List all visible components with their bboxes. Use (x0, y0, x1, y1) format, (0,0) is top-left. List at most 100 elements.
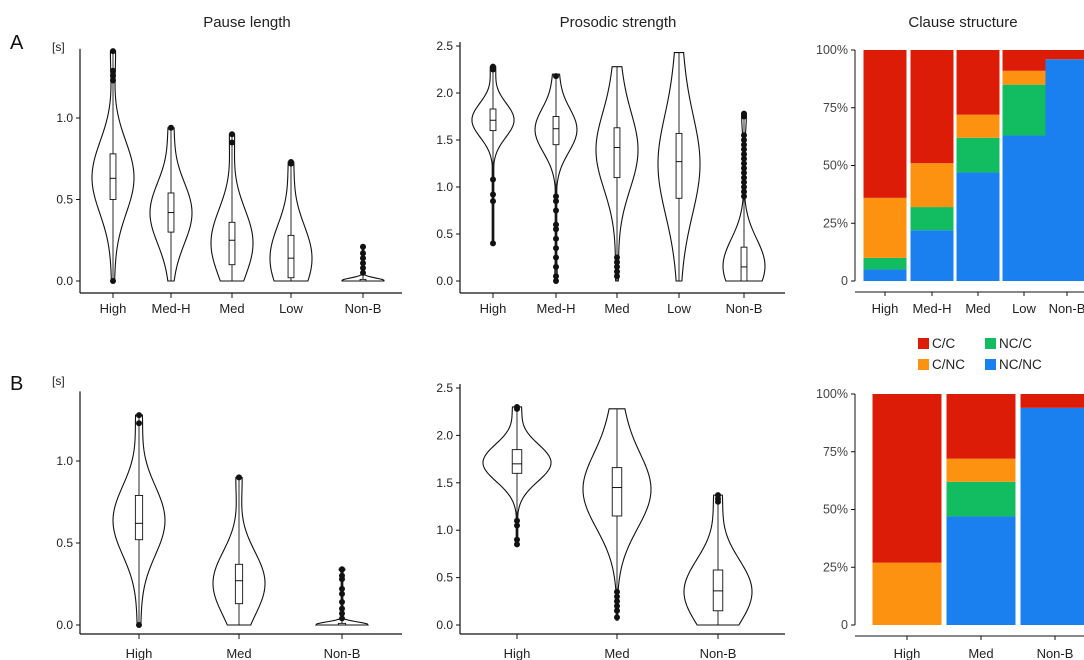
panel-label-a: A (10, 32, 24, 54)
outlier-point (614, 259, 620, 266)
x-tick-label-high: High (100, 301, 127, 316)
outlier-point (553, 254, 559, 261)
title-pause-length: Pause length (203, 14, 291, 31)
y-tick-label: 2.0 (436, 86, 453, 100)
outlier-point (741, 132, 747, 139)
outlier-point (614, 263, 620, 270)
chart-a-clause: 0 25% 50% 75% 100% High Med-H Med Low Non-B (816, 43, 1084, 316)
bar-low-nc-c (1002, 84, 1046, 136)
outlier-point (553, 73, 559, 80)
bar-med-nc-c (946, 481, 1016, 517)
outlier-point (614, 254, 620, 261)
box-low (675, 132, 683, 199)
outlier-point (614, 603, 620, 610)
box-med (613, 127, 621, 179)
box-high (134, 494, 144, 541)
y-tick-label: 1.0 (56, 111, 73, 125)
outlier-point (553, 207, 559, 214)
x-tick-label-med: Med (604, 646, 629, 660)
bar-non-b-c-c (1045, 50, 1084, 60)
outlier-point (490, 240, 496, 247)
outlier-point (741, 146, 747, 153)
outlier-point (553, 226, 559, 233)
bar-non-b-nc-nc (1045, 59, 1084, 281)
outlier-point (514, 517, 520, 524)
outlier-point (360, 250, 366, 257)
y-tick-label: 1.5 (436, 476, 453, 490)
legend-swatch-ncc (985, 338, 996, 349)
outlier-point (741, 141, 747, 148)
outlier-point (339, 590, 345, 597)
outlier-point (490, 63, 496, 70)
x-tick-label-high: High (894, 646, 921, 660)
legend-label-ncc: NC/C (999, 336, 1032, 351)
bar-low-c-nc (1002, 70, 1046, 85)
y-axis-unit: [s] (52, 374, 65, 388)
outlier-point (553, 263, 559, 270)
outlier-point (741, 188, 747, 195)
bar-non-b-c-c (1020, 394, 1084, 408)
outlier-point (339, 572, 345, 579)
box-non-b (740, 246, 748, 282)
outlier-point (110, 278, 116, 284)
y-tick-label: 1.0 (436, 523, 453, 537)
y-tick-label: 0 (841, 274, 848, 288)
outlier-point (553, 198, 559, 205)
y-tick-label: 0.0 (436, 618, 453, 632)
x-tick-label-non-b: Non-B (1037, 646, 1074, 660)
outlier-point (339, 566, 345, 573)
x-tick-label-non-b: Non-B (1049, 301, 1084, 316)
box-med-h (552, 116, 560, 146)
y-tick-label: 25% (823, 216, 848, 230)
x-tick-label-med: Med (604, 301, 629, 316)
x-tick-label-high: High (480, 301, 507, 316)
outlier-point (614, 588, 620, 595)
x-tick-label-med-h: Med-H (151, 301, 190, 316)
outlier-point (339, 615, 345, 622)
outlier-point (741, 160, 747, 167)
y-tick-label: 0.5 (436, 227, 453, 241)
legend: C/C NC/C C/NC NC/NC (918, 336, 1042, 372)
chart-b-prosodic: 0.0 0.5 1.0 1.5 2.0 2.5 High Med Non-B (436, 381, 785, 660)
outlier-point (168, 124, 174, 131)
bar-med-c-c (956, 50, 1000, 115)
outlier-point (339, 585, 345, 592)
bar-high-c-nc (863, 197, 907, 258)
outlier-point (136, 420, 142, 427)
outlier-point (741, 193, 747, 200)
x-tick-label-low: Low (279, 301, 303, 316)
outlier-point (136, 622, 142, 628)
outlier-point (741, 184, 747, 190)
legend-label-cnc: C/NC (932, 357, 965, 372)
x-tick-label-high: High (126, 646, 153, 660)
box-med (234, 563, 244, 605)
y-tick-label: 50% (823, 503, 848, 517)
outlier-point (490, 191, 496, 198)
bar-low-c-c (1002, 50, 1046, 71)
bar-high-c-nc (872, 562, 942, 625)
outlier-point (514, 541, 520, 548)
y-tick-label: 0.0 (56, 618, 73, 632)
y-tick-label: 2.5 (436, 39, 453, 53)
x-tick-label-low: Low (667, 301, 691, 316)
y-tick-label: 1.0 (436, 180, 453, 194)
x-tick-label-non-b: Non-B (324, 646, 361, 660)
legend-swatch-cc (918, 338, 929, 349)
outlier-point (553, 221, 559, 228)
bar-med-c-c (946, 394, 1016, 459)
x-tick-label-non-b: Non-B (345, 301, 382, 316)
y-tick-label: 100% (816, 43, 848, 57)
outlier-point (614, 598, 620, 605)
x-tick-label-med: Med (965, 301, 990, 316)
outlier-point (339, 610, 345, 617)
x-tick-label-med-h: Med-H (536, 301, 575, 316)
outlier-point (741, 174, 747, 181)
outlier-point (236, 474, 242, 481)
x-tick-label-med: Med (219, 301, 244, 316)
y-tick-label: 0.0 (56, 274, 73, 288)
x-tick-label-high: High (872, 301, 899, 316)
outlier-point (360, 255, 366, 262)
bar-non-b-nc-nc (1020, 407, 1084, 625)
box-med (611, 467, 623, 517)
outlier-point (110, 72, 116, 79)
